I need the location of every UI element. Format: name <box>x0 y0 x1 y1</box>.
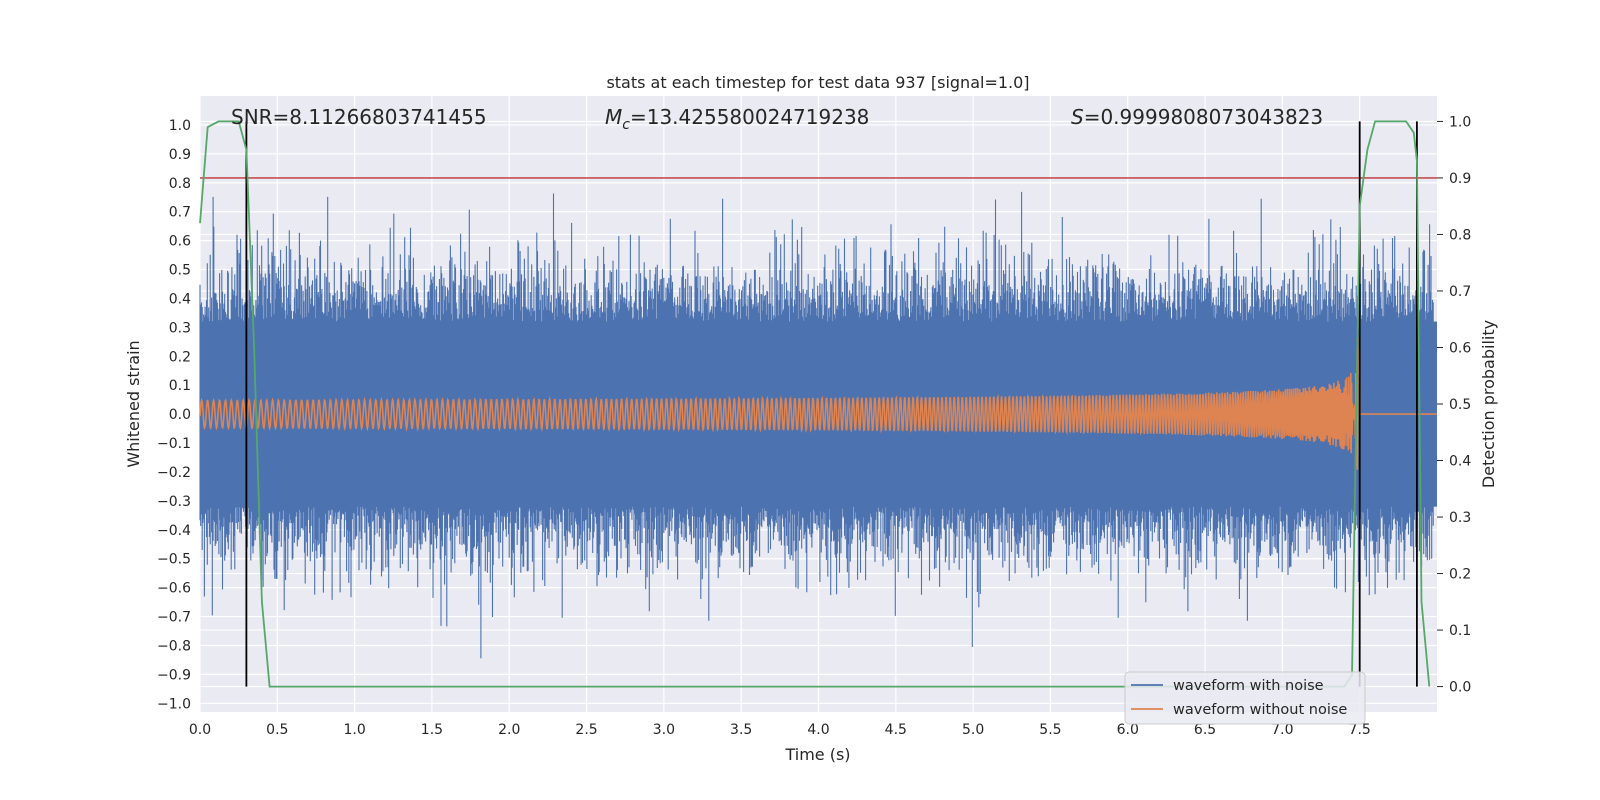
y-tick-label: 0.6 <box>169 234 191 250</box>
x-tick-label: 2.0 <box>498 722 520 738</box>
y-right-tick-label: 0.6 <box>1449 340 1471 356</box>
clean-waveform-line <box>199 337 1437 470</box>
y-tick-label: 0.0 <box>169 407 191 423</box>
y-tick-label: −0.2 <box>157 465 191 481</box>
y-tick-label: −0.1 <box>157 436 191 452</box>
y-axis-label: Whitened strain <box>124 340 143 467</box>
y-right-tick-label: 1.0 <box>1449 114 1471 130</box>
y-tick-label: −1.0 <box>157 696 191 712</box>
x-tick-label: 3.5 <box>730 722 752 738</box>
snr-annotation: SNR=8.11266803741455 <box>231 105 487 129</box>
y-tick-label: −0.4 <box>157 523 191 539</box>
legend-label-clean: waveform without noise <box>1173 702 1347 718</box>
y-tick-label: 0.2 <box>169 349 191 365</box>
y-right-tick-label: 0.4 <box>1449 454 1471 470</box>
y-right-tick-label: 0.7 <box>1449 284 1471 300</box>
score-annotation: S=0.9999808073043823 <box>1071 105 1323 129</box>
y-tick-label: −0.9 <box>157 667 191 683</box>
x-tick-label: 1.5 <box>421 722 443 738</box>
x-tick-labels: 0.0 0.5 1.0 1.5 2.0 2.5 3.0 3.5 4.0 4.5 5.0 5.5 6.0 6… <box>189 722 1371 738</box>
x-tick-label: 4.0 <box>807 722 829 738</box>
x-tick-label: 0.0 <box>189 722 211 738</box>
y-right-tick-label: 0.3 <box>1449 510 1471 526</box>
y-tick-label: 0.4 <box>169 291 191 307</box>
y-right-tick-label: 0.9 <box>1449 171 1471 187</box>
x-tick-label: 6.0 <box>1117 722 1139 738</box>
y-tick-label: 1.0 <box>169 118 191 134</box>
x-axis-label: Time (s) <box>784 745 850 764</box>
y-tick-labels: 1.0 0.9 0.8 0.7 0.6 0.5 0.4 0.3 0.2 0.1 0.0 −0.1 −0.… <box>157 118 191 712</box>
y-tick-label: −0.8 <box>157 638 191 654</box>
y-right-tick-labels: 1.0 0.9 0.8 0.7 0.6 0.5 0.4 0.3 0.2 0.1 0.0 <box>1437 114 1471 696</box>
x-tick-label: 6.5 <box>1194 722 1216 738</box>
x-tick-label: 4.5 <box>885 722 907 738</box>
x-tick-label: 5.0 <box>962 722 984 738</box>
legend: waveform with noise waveform without noi… <box>1124 671 1366 725</box>
chirp-mass-annotation: Mc=13.425580024719238 <box>605 105 869 133</box>
chart-title: stats at each timestep for test data 937… <box>606 73 1029 92</box>
y-tick-label: 0.7 <box>169 205 191 221</box>
y-tick-label: 0.1 <box>169 378 191 394</box>
y-tick-label: −0.5 <box>157 552 191 568</box>
x-tick-label: 3.0 <box>653 722 675 738</box>
x-tick-label: 7.5 <box>1349 722 1371 738</box>
y-tick-label: 0.5 <box>169 263 191 279</box>
x-tick-label: 0.5 <box>266 722 288 738</box>
x-tick-label: 5.5 <box>1039 722 1061 738</box>
y-right-tick-label: 0.5 <box>1449 397 1471 413</box>
legend-label-noise: waveform with noise <box>1173 678 1324 694</box>
y-right-tick-label: 0.8 <box>1449 227 1471 243</box>
y-tick-label: 0.3 <box>169 320 191 336</box>
y-right-tick-label: 0.2 <box>1449 567 1471 583</box>
y-right-tick-label: 0.0 <box>1449 680 1471 696</box>
y-tick-label: 0.8 <box>169 176 191 192</box>
y-right-axis-label: Detection probability <box>1479 320 1498 488</box>
legend-box <box>1124 671 1366 725</box>
x-tick-label: 1.0 <box>343 722 365 738</box>
y-tick-label: 0.9 <box>169 147 191 163</box>
x-tick-label: 2.5 <box>575 722 597 738</box>
y-tick-label: −0.7 <box>157 610 191 626</box>
y-tick-label: −0.6 <box>157 581 191 597</box>
x-tick-label: 7.0 <box>1271 722 1293 738</box>
y-tick-label: −0.3 <box>157 494 191 510</box>
y-right-tick-label: 0.1 <box>1449 623 1471 639</box>
